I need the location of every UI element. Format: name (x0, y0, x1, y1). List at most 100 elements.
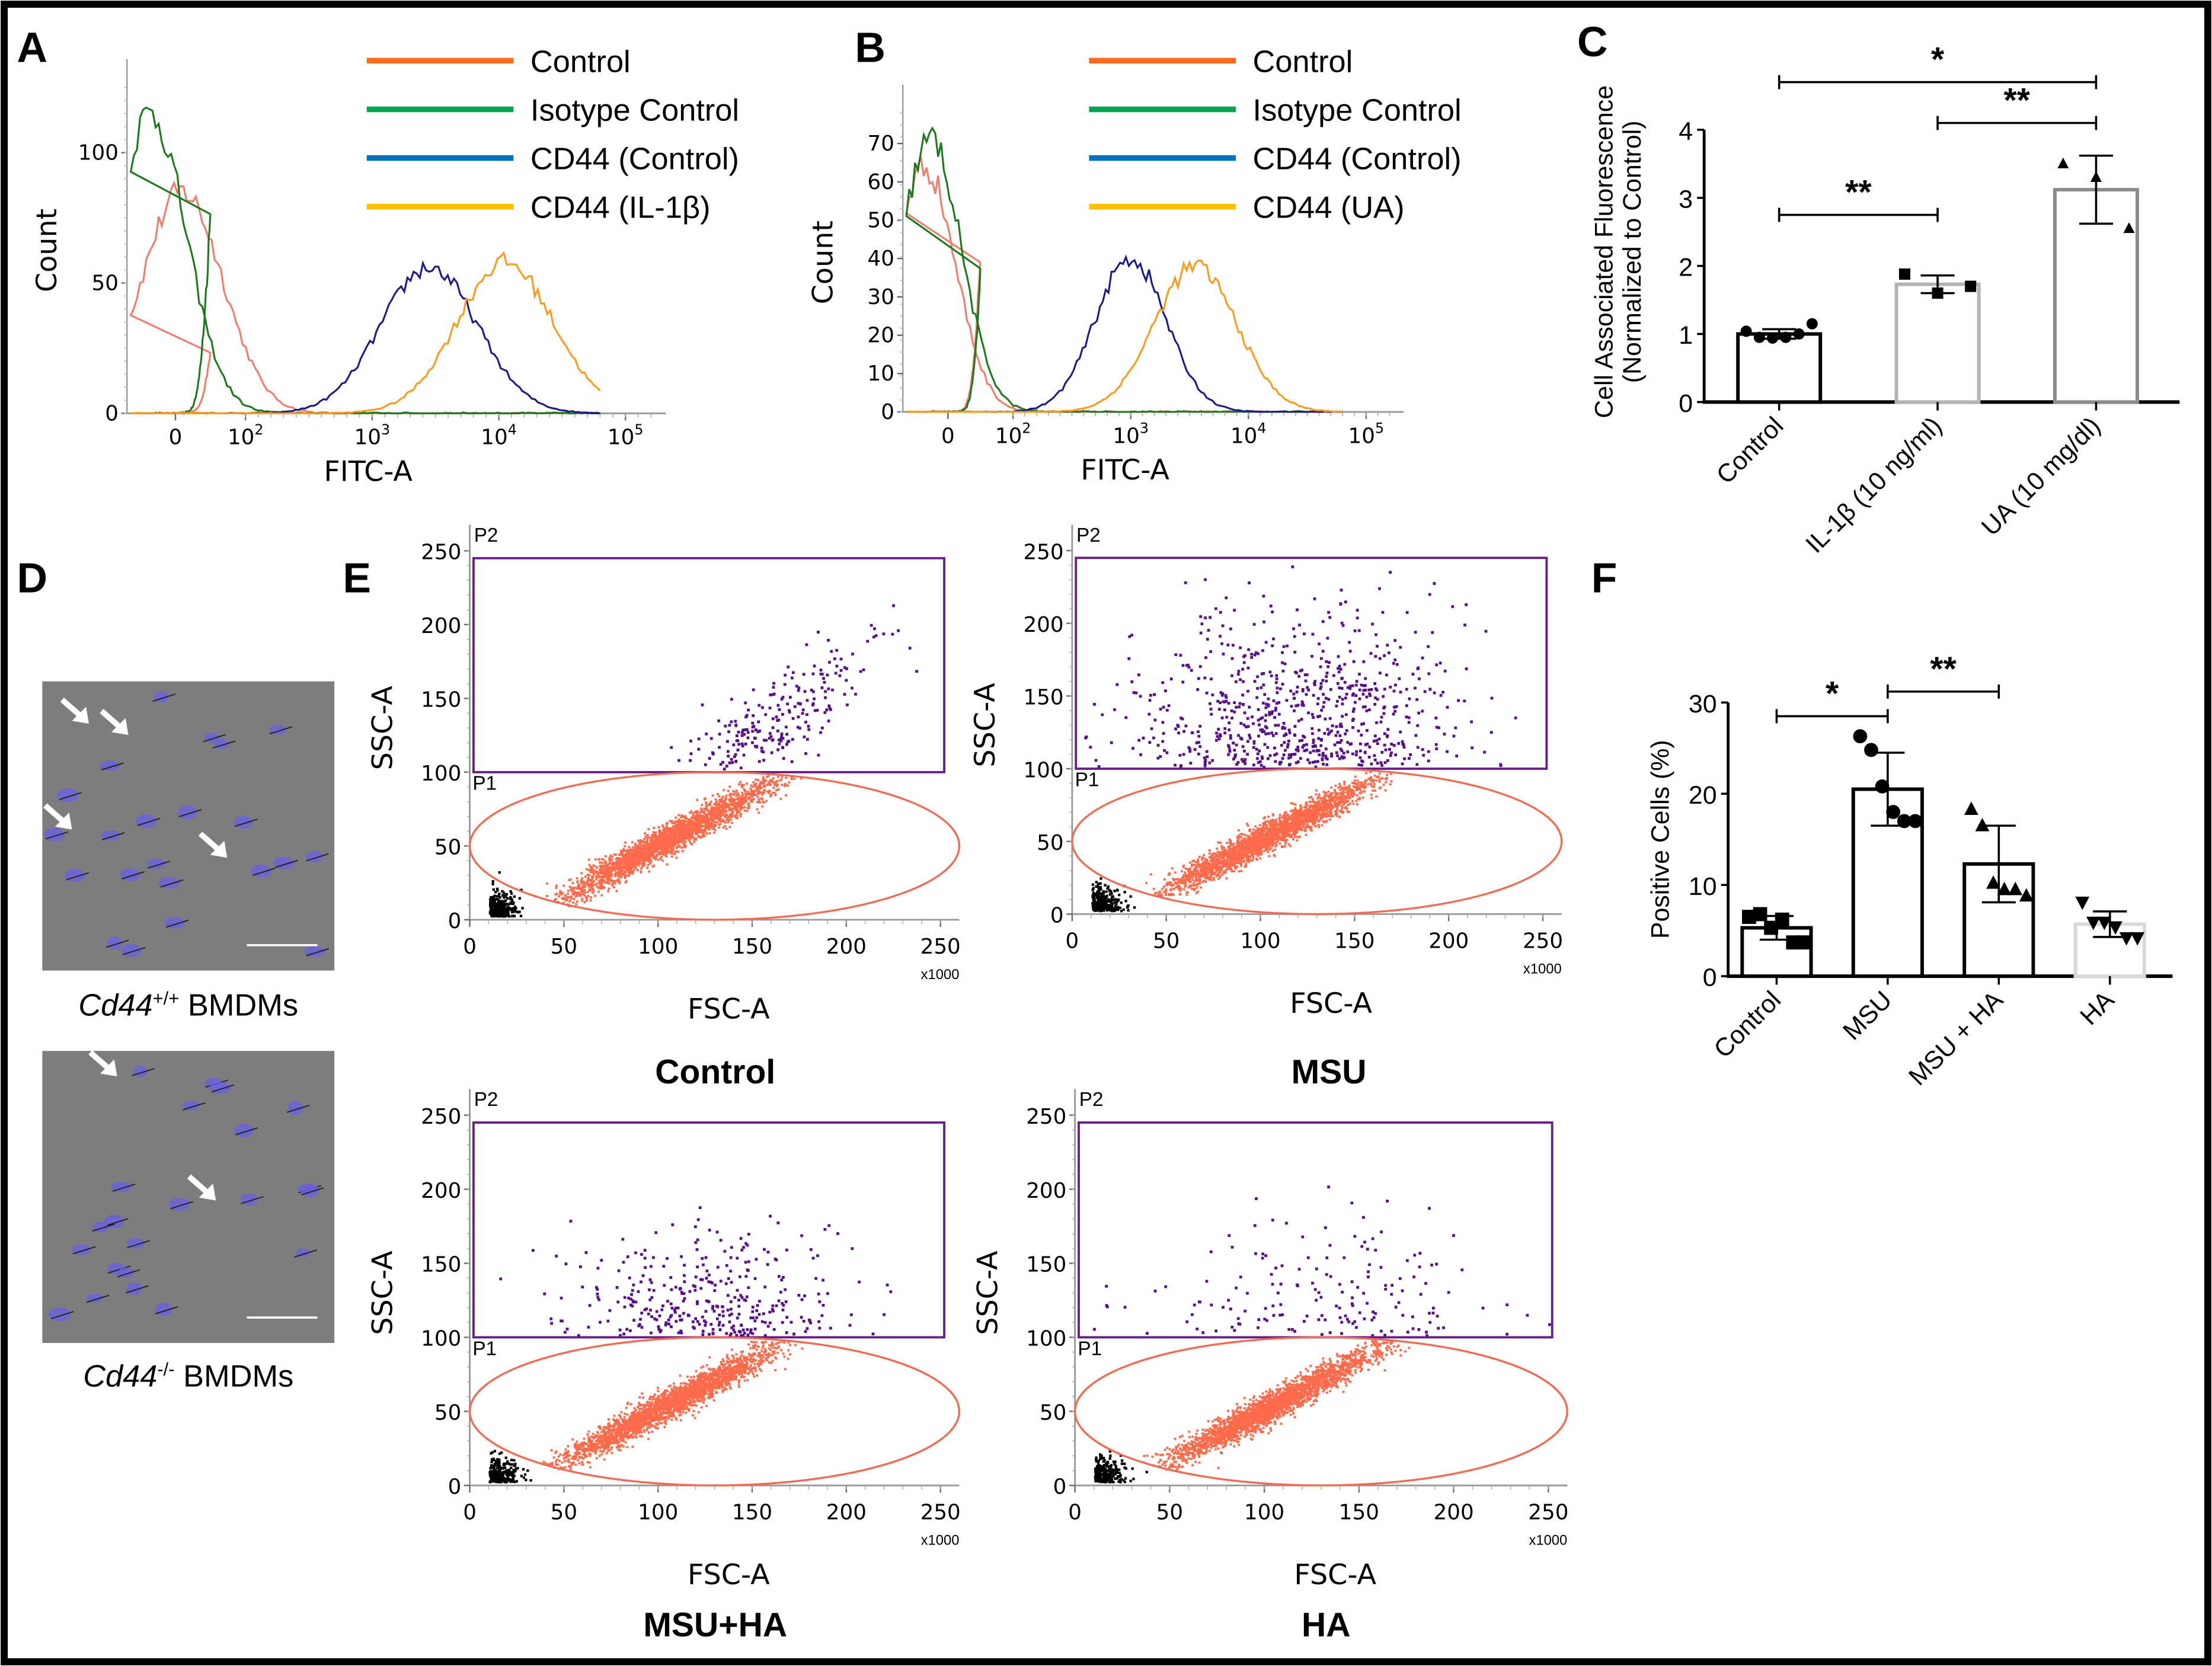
x-tick-label: 105 (1348, 420, 1385, 449)
x-tick-label: 0 (941, 424, 955, 448)
y-tick-label: 70 (868, 132, 894, 156)
data-point (1775, 912, 1789, 927)
x-tick-label: 0 (463, 935, 477, 959)
y-tick-label: 150 (421, 1253, 461, 1277)
cell-outline (117, 1269, 140, 1278)
x-tick-label: 104 (481, 421, 517, 450)
gate-label-p1: P1 (472, 773, 497, 795)
data-point (1742, 910, 1756, 924)
arrow-head-icon (111, 718, 129, 736)
data-point (1793, 328, 1805, 340)
p1-points (1145, 770, 1393, 900)
data-point (1806, 318, 1818, 330)
y-tick-label: 0 (1703, 964, 1717, 992)
y-tick-label: 150 (1026, 1253, 1066, 1277)
y-tick-label: 30 (1689, 690, 1717, 718)
panel-label-f: F (1591, 555, 1618, 602)
y-tick-label: 30 (868, 285, 894, 309)
x-tick-label: 200 (1434, 1500, 1474, 1524)
significance-label: ** (2004, 81, 2031, 119)
x-tick-label: 50 (1156, 1500, 1183, 1524)
y-tick-label: 250 (1026, 1105, 1066, 1129)
data-point (1965, 280, 1977, 292)
y-tick-label: 0 (105, 401, 119, 426)
y-tick-label: 150 (1023, 686, 1063, 710)
arrow-head-icon (199, 1183, 216, 1201)
x-tick-label: 50 (551, 1500, 577, 1524)
legend-label: CD44 (Control) (1253, 142, 1462, 177)
cell-outline (152, 693, 176, 702)
data-point (1753, 331, 1765, 343)
data-point (1897, 814, 1911, 829)
scatter-panel-e: 0 50 100 150 200 250 0 50 100 150 200 250 x1000 FSC-A… (367, 525, 1569, 1644)
data-point (1986, 875, 2000, 889)
cell-nucleus (44, 827, 65, 842)
gate-p1-ellipse (1073, 1336, 1568, 1487)
gate-p1-ellipse (468, 771, 961, 921)
cell-outline (92, 1223, 115, 1232)
x-tick-label: 200 (826, 935, 867, 959)
microscopy-image (42, 1050, 335, 1343)
cell-outline (160, 879, 184, 888)
cell-outline (59, 792, 82, 801)
gate-p1-ellipse (468, 1336, 961, 1487)
x-axis-title: FSC-A (688, 993, 770, 1025)
data-point (1767, 332, 1779, 344)
data-point (1964, 801, 1978, 815)
legend-label: CD44 (IL-1β) (530, 191, 711, 225)
cell-outline (178, 809, 202, 817)
y-tick-label: 200 (1023, 613, 1063, 637)
x-tick-label: 0 (1068, 1500, 1082, 1524)
data-point (2119, 932, 2134, 946)
gate-label-p2: P2 (1076, 525, 1101, 546)
cell-outline (301, 1187, 324, 1195)
legend-label: Isotype Control (530, 94, 739, 128)
data-point (2123, 222, 2135, 234)
y-tick-label: 200 (421, 1179, 461, 1203)
cell-outline (306, 853, 329, 862)
data-point (2108, 921, 2123, 935)
cell-outline (166, 919, 189, 928)
y-tick-label: 100 (78, 140, 119, 165)
data-point (2057, 157, 2069, 169)
cell-nucleus (56, 788, 79, 802)
cell-outline (106, 939, 129, 948)
y-tick-label: 4 (1679, 117, 1693, 146)
x-tick-label: 100 (638, 935, 678, 959)
microscopy-image (42, 655, 335, 971)
x-tick-label: 100 (1244, 1500, 1284, 1524)
cell-nucleus (168, 1198, 190, 1211)
gate-p1-ellipse (1071, 768, 1563, 916)
x-axis-title: FITC-A (1081, 454, 1169, 487)
y-tick-label: 200 (421, 614, 461, 638)
x-tick-label: 250 (1523, 929, 1563, 953)
y-axis-title: SSC-A (367, 1251, 399, 1335)
data-point (1875, 779, 1890, 794)
cell-nucleus (48, 1307, 71, 1322)
y-tick-label: 0 (1053, 1475, 1067, 1499)
cell-outline (252, 868, 276, 876)
legend-label: CD44 (Control) (530, 142, 739, 177)
data-point (1780, 331, 1792, 343)
p1-population (542, 1340, 804, 1470)
y-tick-label: 0 (1050, 904, 1064, 928)
y-tick-label: 20 (868, 324, 894, 348)
panel-label-e: E (343, 555, 371, 602)
cell-outline (66, 872, 89, 881)
y-axis-title: SSC-A (367, 686, 399, 770)
y-tick-label: 250 (1023, 540, 1063, 564)
arrow-head-icon (100, 1059, 117, 1077)
cell-outline (122, 871, 145, 880)
scatter-plot-msu: 0 50 100 150 200 250 0 50 100 150 200 250 x1000 FSC-A… (969, 525, 1563, 1020)
data-point (1898, 268, 1910, 280)
x-tick-label: 100 (638, 1500, 678, 1524)
debris-points (488, 1450, 532, 1484)
x-tick-label: 250 (920, 1500, 961, 1524)
arrow-head-icon (170, 664, 188, 682)
cell-nucleus (65, 868, 85, 882)
y-tick-label: 50 (1037, 831, 1063, 855)
arrow-head-icon (210, 840, 228, 858)
gate-label-p1: P1 (1078, 1338, 1102, 1360)
cell-outline (137, 817, 161, 826)
